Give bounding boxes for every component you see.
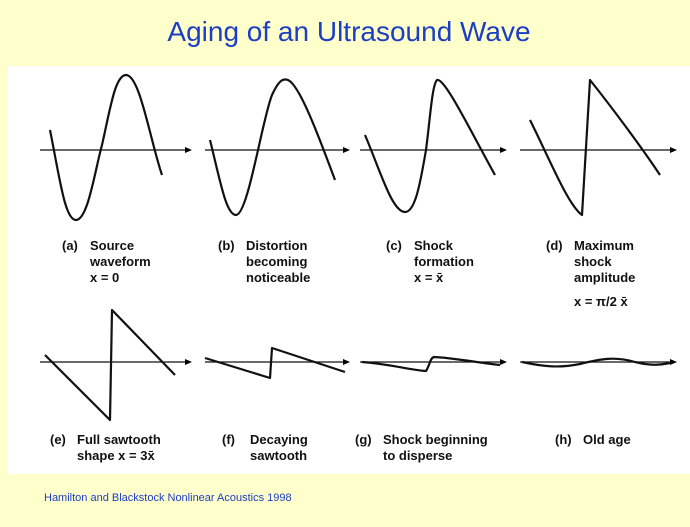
panel-caption: shock [574, 254, 612, 269]
axes [40, 147, 677, 365]
panel-letter: (h) [555, 432, 572, 447]
panel-caption: waveform [89, 254, 151, 269]
wave-e [44, 308, 176, 422]
panel-letter: (b) [218, 238, 235, 253]
panel-caption: x = x̄ [414, 270, 444, 285]
panel-caption: Maximum [574, 238, 634, 253]
panel-caption: x = π/2 x̄ [574, 294, 628, 309]
panel-letter: (g) [355, 432, 372, 447]
panel-caption: formation [414, 254, 474, 269]
panel-caption: Source [90, 238, 134, 253]
panel-caption: Distortion [246, 238, 307, 253]
panel-letter: (d) [546, 238, 563, 253]
wave-d [529, 78, 661, 217]
panel-letter: (a) [62, 238, 78, 253]
panel-caption: amplitude [574, 270, 635, 285]
panel-caption: Decaying [250, 432, 308, 447]
wave-a [48, 73, 164, 222]
panel-caption: Old age [583, 432, 631, 447]
panel-caption: Shock beginning [383, 432, 488, 447]
wave-h [521, 357, 671, 368]
figure-area [8, 66, 690, 474]
citation: Hamilton and Blackstock Nonlinear Acoust… [44, 492, 292, 504]
panel-caption: to disperse [383, 448, 452, 463]
wave-f [204, 346, 346, 380]
panel-caption: shape x = 3x̄ [77, 448, 155, 463]
wave-c [363, 78, 496, 214]
title: Aging of an Ultrasound Wave [167, 16, 530, 47]
panel-caption: sawtooth [250, 448, 307, 463]
waveforms [40, 73, 677, 422]
wave-b [208, 78, 337, 217]
panel-caption: Shock [414, 238, 454, 253]
panel-caption: becoming [246, 254, 307, 269]
panel-caption: x = 0 [90, 270, 119, 285]
panel-letter: (f) [222, 432, 235, 447]
panel-letter: (e) [50, 432, 66, 447]
panel-letter: (c) [386, 238, 402, 253]
wave-g [361, 355, 501, 373]
panel-caption: noticeable [246, 270, 310, 285]
panel-caption: Full sawtooth [77, 432, 161, 447]
